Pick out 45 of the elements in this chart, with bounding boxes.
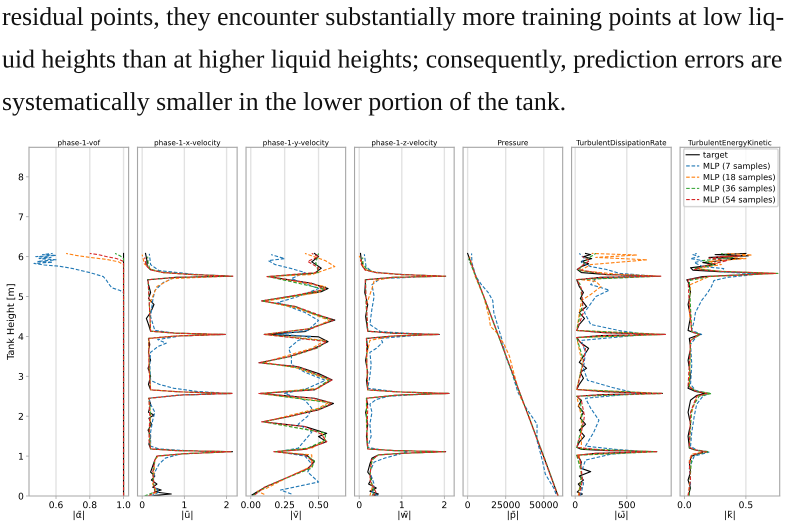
text: uid heights than at higher liquid heights; consequently, prediction errors are [2, 50, 782, 74]
x-tick-label: 0.00 [241, 501, 260, 508]
y-tick-label: 7 [18, 214, 24, 220]
x-tick-label: 1 [400, 501, 404, 508]
legend-label: target [703, 152, 728, 160]
y-tick-label: 8 [18, 174, 24, 180]
y-tick-label: 2 [18, 412, 23, 420]
legend-label: MLP (7 samples) [704, 162, 770, 171]
x-tick-label: 25000 [492, 501, 520, 508]
x-axis-title: |ᾱ| [74, 510, 84, 520]
x-tick-label: 1.0 [117, 501, 130, 508]
x-tick-label: 2 [224, 501, 229, 508]
x-tick-label: 0 [465, 501, 470, 508]
x-axis-title: |k̄| [725, 510, 735, 520]
x-tick-label: 500 [618, 501, 635, 508]
line-series [89, 252, 124, 496]
x-axis-title: |v̄| [291, 510, 301, 520]
x-tick-label: 0.5 [739, 501, 752, 508]
x-axis-title: |ū| [182, 510, 192, 520]
x-tick-label: 0.8 [83, 501, 96, 508]
y-tick-label: 3 [18, 372, 24, 380]
legend-label: MLP (54 samples) [704, 196, 775, 204]
y-tick-label: 6 [18, 253, 24, 260]
x-tick-label: 0.50 [308, 501, 328, 508]
y-tick-label: 4 [18, 333, 24, 340]
text: systematically smaller in the lower portion of the tank. [3, 92, 564, 116]
x-tick-label: 2 [442, 501, 446, 508]
y-tick-label: 0 [18, 492, 24, 500]
legend-label: MLP (18 samples) [704, 174, 775, 182]
x-tick-label: 0 [356, 501, 362, 508]
text: residual points, they encounter substantially more training points at low liq- [2, 7, 784, 31]
x-axis-title: |w̄| [398, 510, 410, 520]
x-tick-label: 0 [572, 501, 578, 508]
x-tick-label: 0 [140, 501, 144, 508]
legend-label: MLP (36 samples) [704, 185, 775, 193]
x-tick-label: 0.6 [49, 501, 63, 508]
x-tick-label: 1 [182, 501, 186, 508]
y-tick-label: 5 [18, 293, 24, 300]
x-tick-label: 50000 [530, 501, 558, 508]
x-axis-title: |p̄| [508, 510, 518, 520]
y-tick-label: 1 [19, 452, 24, 460]
x-tick-label: 0.25 [275, 501, 294, 508]
y-axis-title: Tank Height [m] [6, 284, 16, 360]
x-axis-title: |ω̄| [615, 510, 628, 520]
x-tick-label: 0.0 [678, 501, 692, 508]
